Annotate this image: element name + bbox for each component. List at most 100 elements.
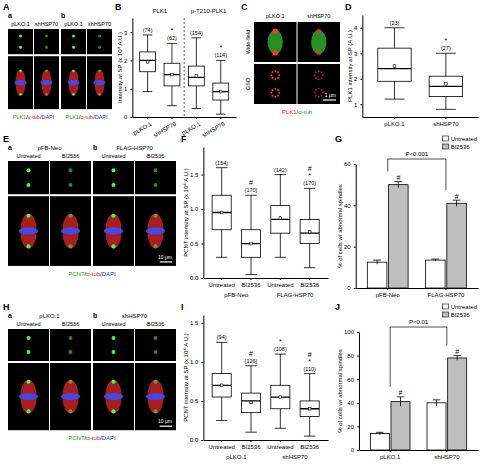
- subpanel-label: a: [8, 12, 12, 19]
- signal: [318, 70, 320, 72]
- signal: [98, 35, 101, 38]
- median: [378, 68, 411, 69]
- micrograph: [8, 363, 49, 430]
- marks: [378, 28, 463, 110]
- signal: [45, 93, 48, 96]
- whisker-cap: [275, 428, 286, 429]
- whisker-cap: [216, 167, 227, 168]
- tick-label: pLKO.1: [384, 121, 405, 127]
- bar: [367, 262, 387, 288]
- image-background: [254, 64, 297, 104]
- tick-label: 0.0: [190, 437, 199, 443]
- whisker: [280, 175, 281, 206]
- box: [241, 230, 260, 258]
- signal: [45, 35, 48, 38]
- signal: [27, 168, 31, 172]
- signal: [68, 380, 72, 384]
- whisker: [221, 342, 222, 373]
- annotation: P<0.01: [409, 319, 429, 325]
- signal: [271, 77, 273, 79]
- group-label: pFB-Neo: [224, 292, 249, 298]
- whisker: [280, 354, 281, 385]
- tick: 3: [354, 51, 362, 57]
- signal: [315, 89, 317, 91]
- tick: 60: [347, 377, 359, 383]
- image-background: [50, 329, 91, 361]
- bar: [447, 203, 467, 288]
- image-panel: HapLKO.1UntreatedBI2536bshHSP70Untreated…: [3, 302, 176, 441]
- median: [429, 86, 462, 87]
- axis-title-line: PCNT intensity at SP (x 10⁴ A.U.): [183, 333, 189, 422]
- bar: [391, 402, 410, 450]
- signal: [321, 89, 323, 91]
- axis-line: [204, 278, 329, 279]
- tick-mark: [446, 450, 447, 452]
- signal: [316, 28, 322, 34]
- tick-label: BI2536: [241, 282, 261, 288]
- signal: [69, 336, 73, 340]
- tick-label: 1: [124, 86, 128, 92]
- caption-part: α-tub: [80, 114, 93, 120]
- micrograph: [93, 363, 134, 430]
- legend-swatch: [443, 136, 449, 141]
- micrograph: [8, 29, 33, 54]
- image-background: [135, 363, 176, 430]
- signal: [111, 214, 115, 218]
- tick: 0.5: [190, 241, 203, 247]
- subpanel-title: pFB-Neo: [37, 145, 62, 151]
- axis-line: [360, 450, 479, 451]
- median: [213, 91, 229, 92]
- signal: [112, 350, 116, 354]
- signal: [112, 168, 116, 172]
- tick-label: 0: [351, 447, 355, 453]
- tick-label: 60: [344, 161, 351, 167]
- whisker-cap: [275, 354, 286, 355]
- tick-label: 2: [124, 58, 128, 64]
- axis-line: [203, 148, 204, 279]
- count-label: (170): [303, 180, 316, 186]
- tick: 1: [124, 86, 132, 92]
- micrograph: [34, 29, 59, 54]
- tick-mark: [201, 323, 203, 324]
- whisker-cap: [436, 109, 456, 110]
- box: [300, 219, 319, 243]
- tick: 60: [344, 161, 356, 167]
- panel-letter: E: [3, 134, 9, 144]
- tick: 0.0: [190, 437, 203, 443]
- whisker-cap: [304, 188, 315, 189]
- scale-bar-label: 1 μm: [325, 92, 336, 98]
- tick: 1: [354, 102, 362, 108]
- signal: [15, 80, 27, 85]
- count-label: (110): [303, 366, 316, 372]
- tick: Untreated: [208, 278, 234, 288]
- whisker-cap: [384, 27, 404, 28]
- panel-letter: J: [335, 302, 340, 312]
- axis-title: % of cells w/ abnormal spindles: [337, 184, 343, 268]
- column-label: shHSP70: [88, 21, 111, 27]
- signal: [314, 92, 316, 94]
- bar-chart: G% of cells w/ abnormal spindles0204060p…: [335, 134, 479, 298]
- panel-letter: C: [241, 2, 248, 12]
- whisker: [251, 195, 252, 229]
- count-label: (142): [274, 167, 287, 173]
- signal: [321, 95, 323, 97]
- tick: 40: [347, 400, 359, 406]
- whisker: [221, 168, 222, 196]
- tick: 0.0: [190, 275, 203, 281]
- error-cap: [397, 396, 405, 397]
- significance-mark: #: [455, 348, 459, 355]
- micrograph: [87, 29, 112, 54]
- tick-mark: [251, 440, 252, 442]
- whisker: [394, 81, 395, 99]
- mean: [250, 401, 253, 404]
- tick: Untreated: [208, 440, 234, 450]
- signal: [271, 95, 273, 97]
- signal: [68, 409, 72, 413]
- signal: [153, 409, 157, 413]
- axis-line: [356, 165, 357, 289]
- signal: [271, 71, 273, 73]
- tick-mark: [201, 175, 203, 176]
- signal: [277, 89, 279, 91]
- tick-mark: [130, 89, 132, 90]
- tick-mark: [445, 288, 446, 290]
